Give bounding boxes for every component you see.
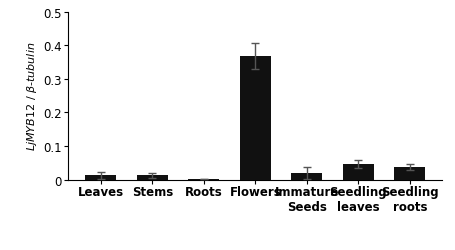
Bar <box>188 179 219 180</box>
Bar <box>136 176 167 180</box>
Bar <box>291 173 322 180</box>
Bar <box>85 176 116 180</box>
Bar <box>239 57 270 180</box>
Y-axis label: $\it{LjMYB12}$ / $\it{\beta}$-$\it{tubulin}$: $\it{LjMYB12}$ / $\it{\beta}$-$\it{tubul… <box>25 42 39 151</box>
Bar <box>342 164 373 180</box>
Bar <box>394 167 425 180</box>
